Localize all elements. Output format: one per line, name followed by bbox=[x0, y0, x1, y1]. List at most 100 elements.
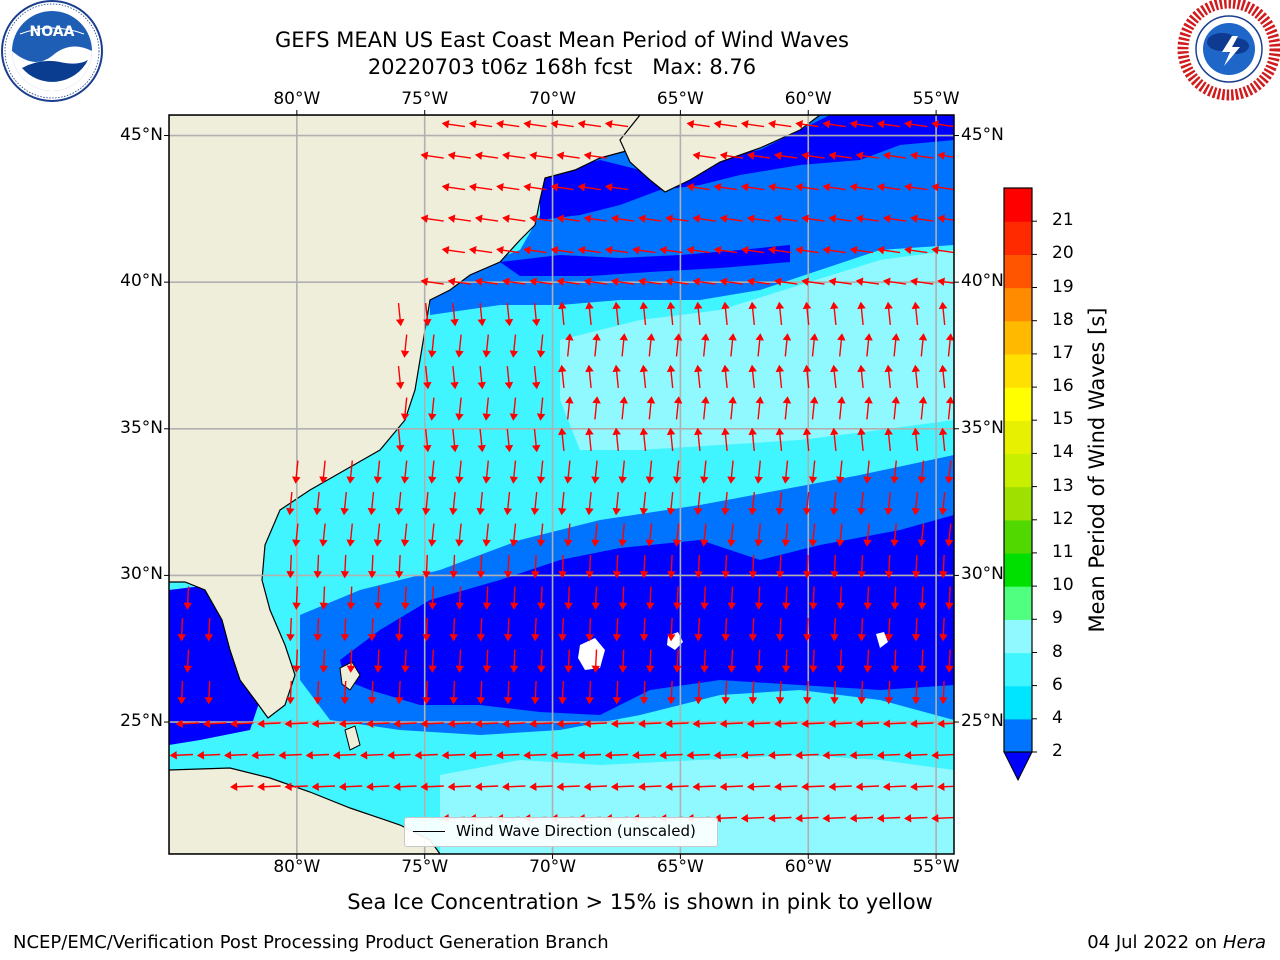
wave-direction-arrowhead bbox=[558, 364, 567, 373]
wave-direction-arrowhead bbox=[619, 396, 628, 404]
wave-direction-arrowhead bbox=[313, 571, 322, 579]
wave-direction-arrowhead bbox=[700, 476, 709, 484]
wave-direction-arrowhead bbox=[618, 602, 628, 610]
wave-direction-arrowhead bbox=[585, 697, 594, 705]
wave-direction-arrowhead bbox=[529, 782, 537, 792]
colorbar-tick-label: 4 bbox=[1052, 707, 1063, 728]
wave-direction-arrowhead bbox=[910, 782, 918, 792]
wave-direction-arrowhead bbox=[340, 507, 349, 516]
wave-direction-arrowhead bbox=[536, 476, 546, 484]
wave-direction-arrowhead bbox=[305, 751, 313, 760]
wave-direction-arrowhead bbox=[395, 634, 404, 642]
lat-label: 30°N bbox=[961, 564, 1004, 585]
wave-direction-arrowhead bbox=[604, 119, 613, 129]
wave-direction-arrowhead bbox=[400, 350, 410, 358]
wave-direction-arrowhead bbox=[537, 602, 546, 610]
wave-direction-arrowhead bbox=[694, 697, 703, 705]
wave-direction-arrowhead bbox=[828, 214, 837, 223]
wave-direction-arrowhead bbox=[692, 151, 701, 160]
wave-direction-arrowhead bbox=[618, 665, 628, 673]
wave-direction-arrowhead bbox=[803, 634, 812, 642]
wave-direction-arrowhead bbox=[529, 214, 537, 223]
wave-direction-arrowhead bbox=[482, 602, 492, 610]
wave-direction-arrowhead bbox=[746, 719, 755, 729]
wave-direction-arrowhead bbox=[891, 396, 900, 404]
nws-logo-icon bbox=[1177, 0, 1280, 101]
wave-direction-arrowhead bbox=[828, 151, 837, 160]
wave-direction-arrowhead bbox=[775, 634, 785, 642]
wave-direction-arrowhead bbox=[313, 507, 322, 516]
wave-direction-arrowhead bbox=[692, 277, 701, 286]
wave-direction-arrowhead bbox=[504, 318, 514, 327]
colorbar-tick-label: 11 bbox=[1052, 541, 1074, 562]
wave-direction-arrowhead bbox=[367, 507, 377, 516]
wave-direction-arrowhead bbox=[401, 602, 410, 610]
wave-direction-arrowhead bbox=[558, 697, 567, 705]
wave-direction-arrowhead bbox=[420, 151, 429, 160]
wave-direction-arrowhead bbox=[822, 119, 831, 129]
colorbar-segment bbox=[1004, 552, 1032, 587]
lon-label: 65°W bbox=[656, 857, 704, 877]
wave-direction-arrowhead bbox=[251, 751, 259, 760]
wave-direction-arrowhead bbox=[509, 350, 519, 358]
wave-direction-arrowhead bbox=[449, 507, 458, 516]
wave-direction-arrowhead bbox=[746, 782, 755, 792]
wave-direction-arrowhead bbox=[638, 782, 646, 792]
wave-direction-arrowhead bbox=[910, 151, 918, 160]
wave-direction-arrowhead bbox=[503, 697, 513, 705]
colorbar bbox=[1003, 187, 1037, 782]
wave-direction-arrowhead bbox=[774, 719, 782, 729]
wave-direction-arrowhead bbox=[918, 396, 928, 404]
wave-direction-arrowhead bbox=[748, 364, 757, 373]
wave-direction-arrowhead bbox=[863, 476, 872, 484]
wave-direction-arrowhead bbox=[727, 476, 736, 484]
wave-direction-arrowhead bbox=[836, 476, 845, 484]
wave-direction-arrowhead bbox=[801, 719, 809, 729]
colorbar-segment bbox=[1004, 453, 1032, 488]
wave-direction-arrowhead bbox=[482, 476, 491, 484]
wave-direction-arrowhead bbox=[278, 751, 286, 760]
wave-direction-arrowhead bbox=[639, 507, 649, 516]
wave-direction-arrowhead bbox=[531, 318, 541, 327]
wave-direction-arrowhead bbox=[802, 364, 812, 373]
wave-direction-arrowhead bbox=[428, 413, 437, 421]
wave-direction-arrowhead bbox=[911, 427, 921, 436]
wave-direction-arrowhead bbox=[748, 301, 757, 310]
wave-direction-arrowhead bbox=[577, 751, 585, 760]
wave-direction-arrowhead bbox=[638, 214, 646, 223]
wave-direction-arrowhead bbox=[719, 782, 727, 792]
wave-direction-arrowhead bbox=[857, 571, 866, 579]
wave-direction-arrowhead bbox=[701, 333, 710, 341]
colorbar-tick-label: 17 bbox=[1052, 342, 1074, 363]
wave-direction-arrowhead bbox=[864, 396, 873, 404]
wave-direction-arrowhead bbox=[659, 245, 667, 255]
wave-direction-arrowhead bbox=[719, 151, 728, 160]
lat-label: 45°N bbox=[961, 124, 1004, 145]
wave-direction-arrowhead bbox=[311, 782, 319, 792]
wave-direction-arrowhead bbox=[509, 539, 519, 547]
colorbar-segment bbox=[1004, 652, 1032, 687]
wave-direction-arrowhead bbox=[727, 539, 736, 547]
wave-direction-arrowhead bbox=[319, 665, 328, 673]
map-frame bbox=[168, 114, 955, 855]
wave-direction-arrowhead bbox=[931, 119, 939, 129]
period-band-north-strip bbox=[500, 245, 790, 276]
wave-direction-arrowhead bbox=[509, 665, 519, 673]
wave-direction-arrowhead bbox=[612, 427, 621, 436]
colorbar-segment bbox=[1004, 420, 1032, 454]
wave-direction-arrowhead bbox=[849, 119, 858, 129]
wave-direction-arrowhead bbox=[373, 665, 383, 673]
wave-direction-arrowhead bbox=[468, 245, 477, 255]
wave-direction-arrowhead bbox=[801, 151, 809, 160]
land-bahamas bbox=[344, 725, 361, 751]
wave-direction-arrowhead bbox=[721, 364, 730, 373]
wave-direction-arrowhead bbox=[482, 413, 491, 421]
wind-wave-direction-arrows bbox=[169, 119, 954, 823]
wave-direction-arrowhead bbox=[447, 277, 456, 286]
wave-direction-arrowhead bbox=[721, 301, 730, 310]
wave-direction-arrowhead bbox=[931, 182, 939, 192]
wave-direction-arrowhead bbox=[477, 381, 486, 390]
wave-direction-arrowhead bbox=[585, 364, 594, 373]
wave-direction-arrowhead bbox=[694, 427, 703, 436]
wave-direction-arrowhead bbox=[890, 539, 899, 547]
